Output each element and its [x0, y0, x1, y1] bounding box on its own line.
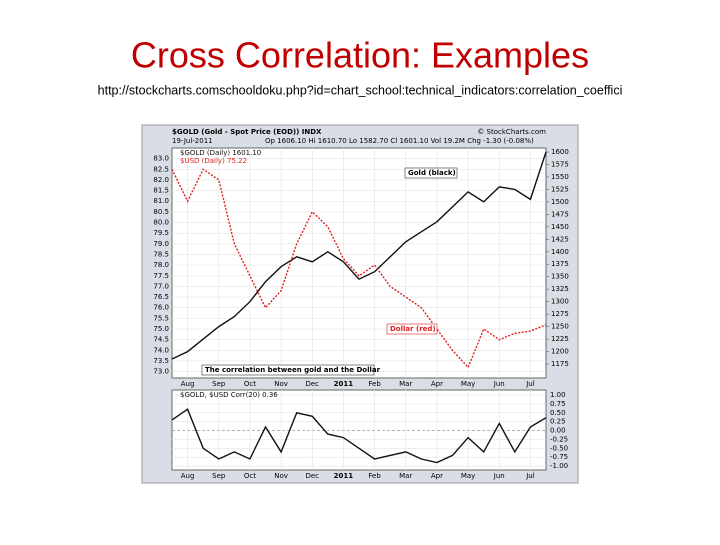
x-tick-label: Dec — [305, 380, 319, 388]
y2-tick-label: 1575 — [551, 160, 569, 168]
y-tick-label: -0.25 — [550, 435, 568, 443]
legend-entry: $GOLD (Daily) 1601.10 — [180, 149, 261, 157]
y-tick-label: -1.00 — [550, 462, 568, 470]
chart-quote: Op 1606.10 Hi 1610.70 Lo 1582.70 Cl 1601… — [265, 137, 534, 145]
x-tick-label: Feb — [368, 472, 381, 480]
y-tick-label: 80.0 — [153, 219, 169, 227]
y2-tick-label: 1250 — [551, 323, 569, 331]
y-tick-label: 82.0 — [153, 176, 169, 184]
x-tick-label: Nov — [274, 380, 288, 388]
annotation: Gold (black) — [408, 169, 456, 177]
series-line — [171, 408, 547, 464]
y2-tick-label: 1200 — [551, 348, 569, 356]
y2-tick-label: 1450 — [551, 223, 569, 231]
y2-tick-label: 1500 — [551, 198, 569, 206]
annotation-box — [386, 323, 438, 335]
x-tick-label: Dec — [305, 472, 319, 480]
x-tick-label: Aug — [181, 472, 195, 480]
y-tick-label: 0.50 — [550, 409, 566, 417]
y-tick-label: -0.50 — [550, 444, 568, 452]
chart-title: $GOLD (Gold - Spot Price (EOD)) INDX — [172, 128, 322, 136]
x-tick-label: Mar — [399, 472, 412, 480]
y2-tick-label: 1600 — [551, 148, 569, 156]
y-tick-label: 78.5 — [153, 250, 169, 258]
y-tick-label: 80.5 — [153, 208, 169, 216]
x-tick-label: Sep — [212, 380, 226, 388]
y-tick-label: -0.75 — [550, 453, 568, 461]
x-tick-label: May — [461, 472, 475, 480]
series-line — [171, 168, 547, 369]
chart-date: 19-Jul-2011 — [172, 137, 213, 145]
x-tick-label: Apr — [431, 472, 443, 480]
y-tick-label: 79.0 — [153, 240, 169, 248]
y-tick-label: 75.0 — [153, 325, 169, 333]
chart-source: © StockCharts.com — [477, 128, 546, 136]
annotation: Dollar (red) — [390, 325, 436, 333]
x-tick-label: Aug — [181, 380, 195, 388]
y-tick-label: 1.00 — [550, 391, 566, 399]
y2-tick-label: 1300 — [551, 298, 569, 306]
x-tick-label: Oct — [244, 380, 256, 388]
x-tick-label: Jul — [525, 380, 535, 388]
y-tick-label: 76.0 — [153, 304, 169, 312]
y2-tick-label: 1225 — [551, 335, 569, 343]
y2-tick-label: 1175 — [551, 360, 569, 368]
price-panel — [171, 147, 547, 379]
chart-layer: 73.0 73.5 74.0 74.5 75.0 75.5 76.0 76.5 77.0 77.5… — [153, 128, 568, 480]
x-tick-label: Apr — [431, 380, 443, 388]
y-tick-label: 76.5 — [153, 293, 169, 301]
y2-tick-label: 1325 — [551, 285, 569, 293]
y2-tick-label: 1525 — [551, 185, 569, 193]
x-tick-label: Feb — [368, 380, 381, 388]
series-line — [171, 151, 547, 360]
y-tick-label: 74.5 — [153, 336, 169, 344]
x-tick-label: 2011 — [334, 472, 354, 480]
annotation-box — [201, 364, 375, 376]
corr-panel — [171, 389, 547, 471]
slide-title: Cross Correlation: Examples — [131, 35, 589, 76]
y-tick-label: 0.00 — [550, 427, 566, 435]
y-tick-label: 0.75 — [550, 400, 566, 408]
y-tick-label: 79.5 — [153, 229, 169, 237]
annotation-box — [404, 167, 458, 179]
y-tick-label: 75.5 — [153, 314, 169, 322]
y-tick-label: 74.0 — [153, 346, 169, 354]
x-tick-label: Nov — [274, 472, 288, 480]
x-tick-label: 2011 — [334, 380, 354, 388]
y-tick-label: 73.5 — [153, 357, 169, 365]
y-tick-label: 81.0 — [153, 197, 169, 205]
y2-tick-label: 1350 — [551, 273, 569, 281]
y-tick-label: 77.5 — [153, 272, 169, 280]
x-tick-label: May — [461, 380, 475, 388]
x-tick-label: Jun — [493, 472, 505, 480]
y-tick-label: 81.5 — [153, 187, 169, 195]
annotation: The correlation between gold and the Dol… — [205, 366, 381, 374]
y-tick-label: 77.0 — [153, 282, 169, 290]
y2-tick-label: 1400 — [551, 248, 569, 256]
y-tick-label: 83.0 — [153, 155, 169, 163]
x-tick-label: Jun — [493, 380, 505, 388]
y-tick-label: 73.0 — [153, 368, 169, 376]
y2-tick-label: 1550 — [551, 173, 569, 181]
y-tick-label: 0.25 — [550, 418, 566, 426]
x-tick-label: Sep — [212, 472, 226, 480]
y2-tick-label: 1475 — [551, 210, 569, 218]
x-tick-label: Oct — [244, 472, 256, 480]
y-tick-label: 82.5 — [153, 165, 169, 173]
y2-tick-label: 1375 — [551, 260, 569, 268]
x-tick-label: Jul — [525, 472, 535, 480]
slide-url: http://stockcharts.comschooldoku.php?id=… — [98, 83, 623, 97]
y-tick-label: 78.0 — [153, 261, 169, 269]
y2-tick-label: 1275 — [551, 310, 569, 318]
y2-tick-label: 1425 — [551, 235, 569, 243]
x-tick-label: Mar — [399, 380, 412, 388]
legend-entry: $USD (Daily) 75.22 — [180, 157, 247, 165]
legend-entry: $GOLD, $USD Corr(20) 0.36 — [180, 391, 278, 399]
